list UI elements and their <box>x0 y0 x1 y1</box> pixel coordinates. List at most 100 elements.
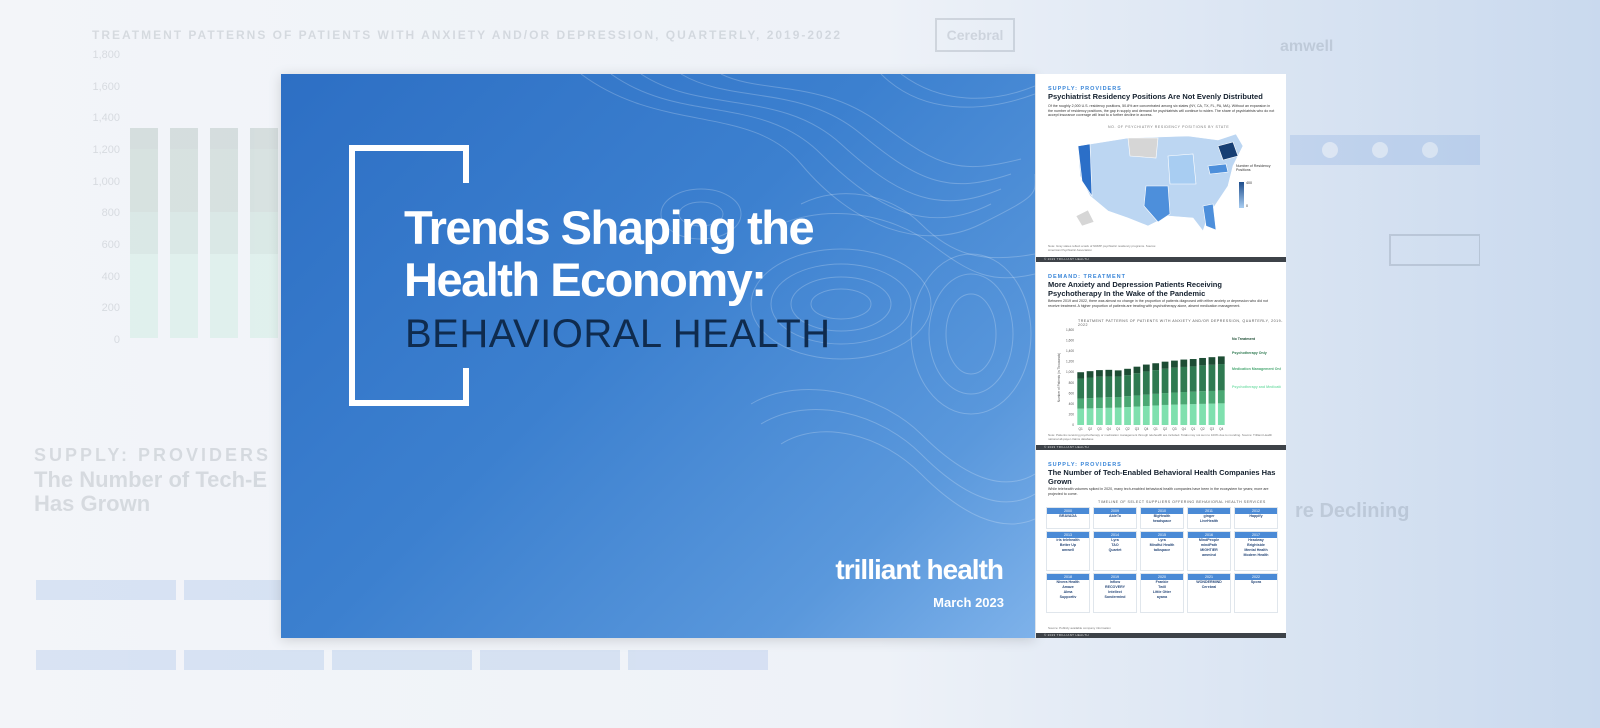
bar-segment <box>1189 366 1197 392</box>
bracket-frame-top <box>349 145 469 151</box>
background-brand-cerebral: Cerebral <box>935 18 1015 52</box>
timeline-cell: 2013 iris telehealth Better Up amwell <box>1046 531 1090 571</box>
background-timeline <box>36 650 768 670</box>
company-logo: Inflow <box>1109 580 1121 584</box>
chart-title: TREATMENT PATTERNS OF PATIENTS WITH ANXI… <box>1078 319 1283 327</box>
bar-segment <box>1086 377 1094 399</box>
bar-segment <box>1152 370 1160 394</box>
timeline-cell: 2022 Spora <box>1234 573 1278 613</box>
company-logo: WONDERMIND <box>1196 580 1222 584</box>
background-chart-title: TREATMENT PATTERNS OF PATIENTS WITH ANXI… <box>92 28 843 42</box>
y-tick-label: 1,600 <box>1066 339 1074 343</box>
timeline-year: 2016 <box>1188 532 1230 538</box>
timeline-cell: 2017 Headway Brightside Mental Health Modern… <box>1234 531 1278 571</box>
bracket-frame-right-top <box>463 145 469 183</box>
company-logo: LiveHealth <box>1199 519 1219 523</box>
bar-segment <box>1208 403 1216 425</box>
bar-segment <box>1199 365 1206 392</box>
page-footer: © 2023 TRILLIANT HEALTH <box>1036 633 1286 638</box>
bar-segment <box>1096 376 1103 398</box>
report-title: Trends Shaping the Health Economy: <box>404 202 964 306</box>
company-logo: MIGHTIER <box>1200 548 1218 552</box>
company-logo: Mindful Health <box>1149 543 1175 547</box>
y-tick-label: 0 <box>1072 423 1074 427</box>
x-tick-label: Q3 <box>1210 427 1214 431</box>
x-tick-label: Q1 <box>1116 427 1120 431</box>
background-y-tick: 1,200 <box>92 144 120 156</box>
timeline-title: TIMELINE OF SELECT SUPPLIERS OFFERING BE… <box>1098 500 1266 504</box>
background-y-tick: 200 <box>101 302 120 315</box>
trilliant-health-logo: trilliant health <box>835 554 1004 585</box>
preview-page-treatment-chart: DEMAND: TREATMENT More Anxiety and Depre… <box>1035 262 1286 450</box>
bar-segment <box>1180 404 1188 425</box>
y-tick-label: 1,400 <box>1066 349 1074 353</box>
bar-segment <box>1077 408 1085 425</box>
bar-segment <box>1180 366 1188 393</box>
company-logo: Sondermind <box>1104 595 1126 599</box>
bar-segment <box>1096 408 1103 425</box>
report-title-line1: Trends Shaping the <box>404 201 815 254</box>
bracket-frame-left <box>349 145 355 406</box>
page-footer: © 2023 TRILLIANT HEALTH <box>1036 257 1286 262</box>
background-y-tick: 1,400 <box>92 112 120 125</box>
timeline-year: 2018 <box>1047 574 1089 580</box>
timeline-cell: 2016 MindPeople mindPath MIGHTIER ammind <box>1187 531 1231 571</box>
timeline-cell: 2015 Lyra Mindful Health talkspace <box>1140 531 1184 571</box>
map-note: Note: Gray states reflect a lack of NRMP… <box>1048 244 1157 252</box>
cover-slide: Trends Shaping the Health Economy: BEHAV… <box>281 74 1035 638</box>
bar-segment <box>1217 364 1225 391</box>
page-footer-text: © 2023 TRILLIANT HEALTH <box>1044 445 1089 449</box>
background-diagram <box>1290 135 1480 266</box>
bar-segment <box>1077 398 1085 409</box>
x-tick-label: Q3 <box>1097 427 1101 431</box>
timeline-grid: 2000 BRAVADA 2009 AbleTo 2010 BigHealth headsp… <box>1046 507 1278 613</box>
timeline-year: 2019 <box>1094 574 1136 580</box>
timeline-cell: 2020 Frankie Twill Little Otter ayana <box>1140 573 1184 613</box>
bar-segment <box>1114 407 1122 425</box>
x-tick-label: Q1 <box>1154 427 1158 431</box>
bar-segment <box>1189 391 1197 405</box>
x-tick-label: Q1 <box>1079 427 1083 431</box>
bar-segment <box>1077 378 1085 399</box>
x-tick-label: Q4 <box>1182 427 1186 431</box>
company-logo: Cerebral <box>1201 585 1217 589</box>
bar-segment <box>1189 404 1197 425</box>
bar-segment <box>1096 370 1103 377</box>
company-logo: mindPath <box>1200 543 1218 547</box>
bar-segment <box>1217 403 1225 425</box>
bar-segment <box>1208 364 1216 391</box>
topographic-contours <box>580 74 1035 525</box>
company-logo: MindPeople <box>1198 538 1220 542</box>
company-logo: AbleTo <box>1109 514 1121 518</box>
bar-segment <box>1152 393 1160 406</box>
bar-segment <box>1180 359 1188 367</box>
company-logo: Lyra <box>1158 538 1166 542</box>
y-tick-label: 1,200 <box>1066 360 1074 364</box>
x-tick-label: Q2 <box>1163 427 1167 431</box>
x-tick-label: Q4 <box>1144 427 1148 431</box>
company-logo: BigHealth <box>1153 514 1171 518</box>
background-bar <box>170 128 198 338</box>
timeline-cell: 2019 Inflow RECOVERY Intellect Sondermind <box>1093 573 1137 613</box>
bar-segment <box>1171 392 1178 405</box>
bar-segment <box>1189 359 1197 367</box>
x-tick-label: Q2 <box>1125 427 1129 431</box>
legend-label: Psychotherapy and Medication Management <box>1232 385 1281 389</box>
bracket-frame-right-bottom <box>463 368 469 406</box>
company-logo: Spora <box>1250 580 1262 584</box>
company-logo: iris telehealth <box>1056 538 1080 542</box>
x-tick-label: Q3 <box>1135 427 1139 431</box>
background-y-tick: 800 <box>101 207 120 220</box>
map-chart-label: NO. OF PSYCHIATRY RESIDENCY POSITIONS BY… <box>1108 125 1230 129</box>
bar-segment <box>1180 392 1188 405</box>
bar-segment <box>1161 393 1169 405</box>
timeline-cell: 2011 ginger LiveHealth <box>1187 507 1231 529</box>
bar-segment <box>1086 371 1094 378</box>
bracket-frame-bottom <box>349 400 469 406</box>
bar-segment <box>1161 368 1169 394</box>
bar-segment <box>1114 397 1122 408</box>
bar-segment <box>1199 403 1206 425</box>
y-tick-label: 200 <box>1069 412 1075 416</box>
company-logo: Quartet <box>1108 548 1122 552</box>
y-tick-label: 600 <box>1069 391 1075 395</box>
